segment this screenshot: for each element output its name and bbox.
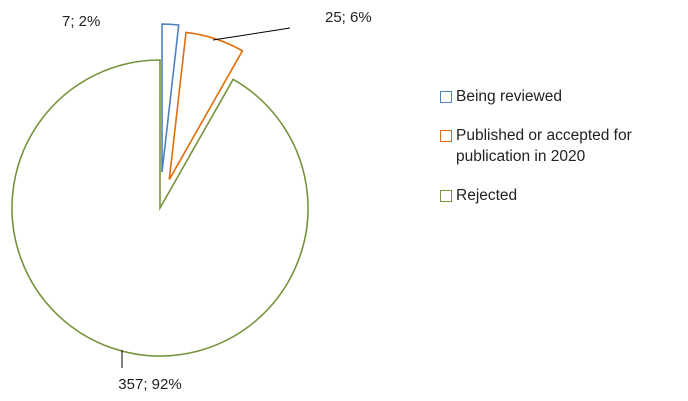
pie-slice [161,23,180,173]
legend-swatch [440,190,452,202]
data-label: 7; 2% [62,13,100,30]
legend-label: Rejected [456,187,518,204]
legend-item: Rejected [440,185,688,206]
data-label: 25; 6% [325,9,372,26]
legend-swatch [440,130,452,142]
legend-item: Published or accepted for publication in… [440,125,688,167]
legend-label: Published or accepted for publication in… [456,127,632,165]
leader-line [212,27,291,41]
legend-item: Being reviewed [440,86,688,107]
data-label: 357; 92% [118,376,181,393]
legend-label: Being reviewed [456,88,562,105]
legend: Being reviewed Published or accepted for … [440,86,688,224]
pie-slice [11,59,309,357]
legend-swatch [440,91,452,103]
pie-slice [168,31,244,180]
